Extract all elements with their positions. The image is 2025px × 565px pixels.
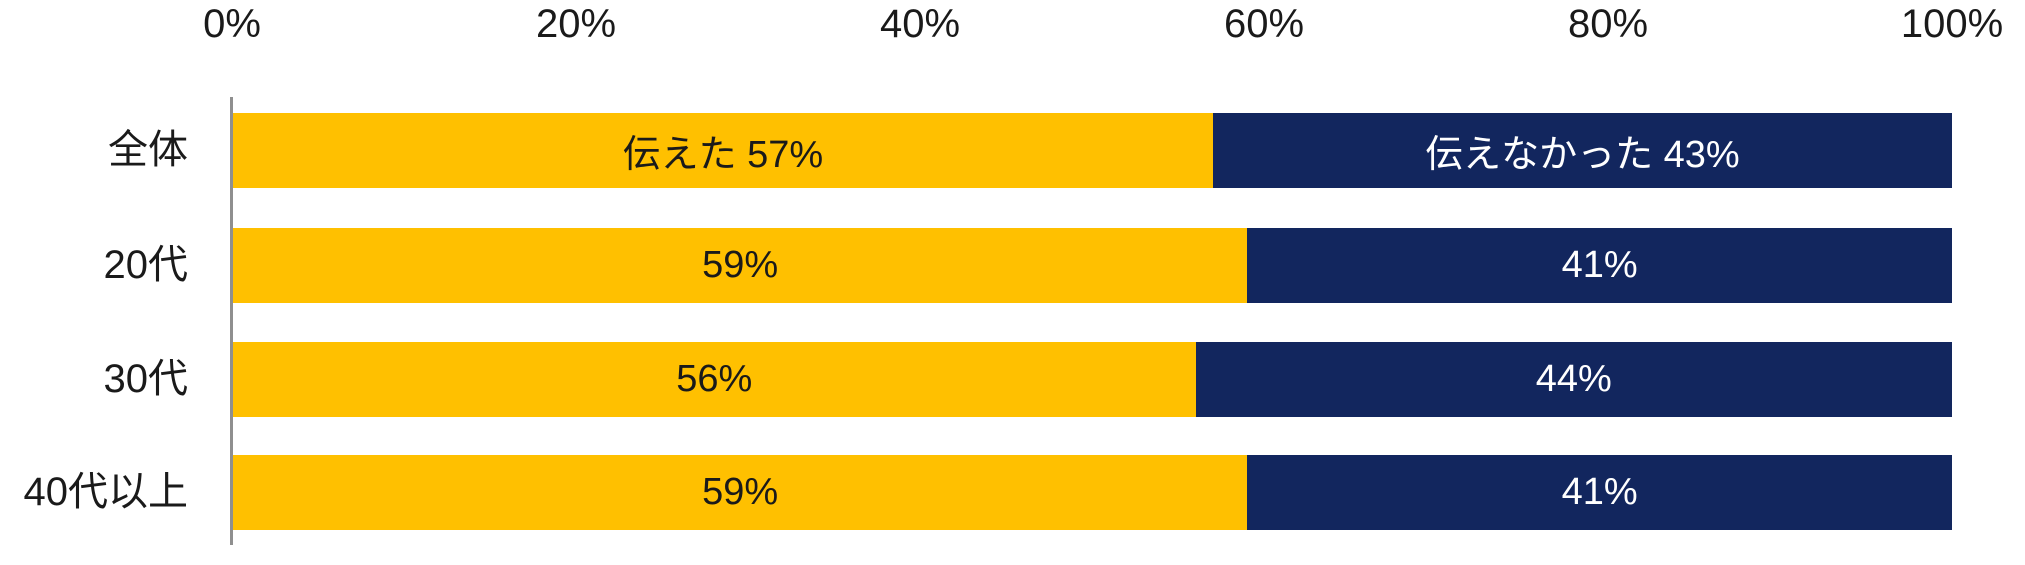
bar-row: 59% 41%	[233, 455, 1952, 530]
bar-segment-label: 44%	[1535, 358, 1612, 400]
bar-segment-label: 41%	[1561, 471, 1638, 513]
bar-segment-not-told: 44%	[1195, 342, 1952, 417]
x-tick-label: 0%	[203, 2, 261, 46]
bar-segment-told: 56%	[233, 342, 1196, 417]
bar-segment-not-told: 41%	[1247, 228, 1952, 303]
bar-segment-label: 59%	[702, 471, 779, 513]
bar-segment-label: 41%	[1561, 244, 1638, 286]
category-label: 40代以上	[23, 470, 189, 514]
bar-segment-label: 伝えなかった 43%	[1425, 134, 1740, 176]
bar-row: 56% 44%	[233, 342, 1952, 417]
x-tick-label: 100%	[1900, 2, 2004, 46]
y-axis-line	[230, 97, 233, 545]
bar-segment-told: 伝えた 57%	[233, 113, 1213, 188]
bar-segment-not-told: 伝えなかった 43%	[1212, 113, 1952, 188]
category-label: 全体	[108, 128, 188, 172]
bar-segment-told: 59%	[233, 228, 1248, 303]
bar-row: 59% 41%	[233, 228, 1952, 303]
bar-row: 伝えた 57% 伝えなかった 43%	[233, 113, 1952, 188]
bar-segment-label: 伝えた 57%	[622, 134, 824, 176]
bar-segment-label: 56%	[676, 358, 753, 400]
x-tick-label: 40%	[879, 2, 961, 46]
bar-segment-not-told: 41%	[1247, 455, 1952, 530]
x-tick-label: 20%	[535, 2, 617, 46]
category-label: 30代	[103, 357, 189, 401]
category-label: 20代	[103, 243, 189, 287]
bar-segment-label: 59%	[702, 244, 779, 286]
bar-segment-told: 59%	[233, 455, 1248, 530]
x-tick-label: 80%	[1567, 2, 1649, 46]
x-tick-label: 60%	[1223, 2, 1305, 46]
